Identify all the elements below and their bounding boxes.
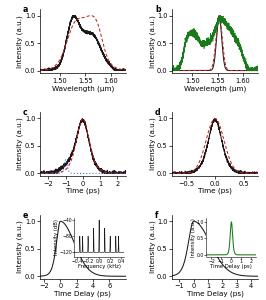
Text: f: f <box>155 211 159 220</box>
Text: b: b <box>155 5 161 14</box>
Y-axis label: Intensity (a.u.): Intensity (a.u.) <box>149 118 156 170</box>
X-axis label: Time Delay (ps): Time Delay (ps) <box>187 291 243 297</box>
X-axis label: Time (ps): Time (ps) <box>66 188 100 194</box>
Text: e: e <box>23 211 28 220</box>
Y-axis label: Intensity (a.u.): Intensity (a.u.) <box>17 118 23 170</box>
Text: a: a <box>23 5 28 14</box>
Y-axis label: Intensity (a.u.): Intensity (a.u.) <box>149 220 156 273</box>
X-axis label: Wavelength (μm): Wavelength (μm) <box>184 85 246 92</box>
X-axis label: Wavelength (μm): Wavelength (μm) <box>52 85 114 92</box>
Y-axis label: Intensity (a.u.): Intensity (a.u.) <box>17 15 23 68</box>
X-axis label: Time Delay (ps): Time Delay (ps) <box>55 291 111 297</box>
X-axis label: Time (ps): Time (ps) <box>198 188 232 194</box>
Text: d: d <box>155 108 161 117</box>
Y-axis label: Intensity (a.u.): Intensity (a.u.) <box>17 220 23 273</box>
Text: c: c <box>23 108 27 117</box>
Y-axis label: Intensity (a.u.): Intensity (a.u.) <box>149 15 156 68</box>
